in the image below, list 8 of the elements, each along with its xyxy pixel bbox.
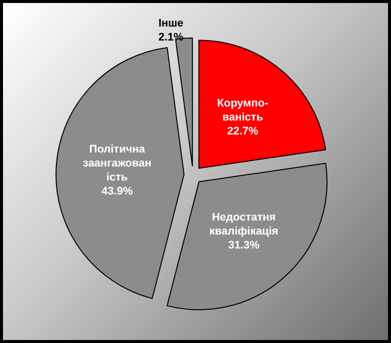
data-label: 31.3% xyxy=(228,240,260,252)
slice-label: Корумпо- ваність xyxy=(217,98,269,124)
slice-label: Інше xyxy=(158,17,184,30)
data-label: 43.9% xyxy=(102,185,133,198)
slice-label: Недостатня кваліфікація xyxy=(209,212,278,238)
data-label: 22.7% xyxy=(227,126,259,138)
data-label: 2.1% xyxy=(158,31,184,44)
slice-label: Політична заангажован ість xyxy=(82,143,152,184)
